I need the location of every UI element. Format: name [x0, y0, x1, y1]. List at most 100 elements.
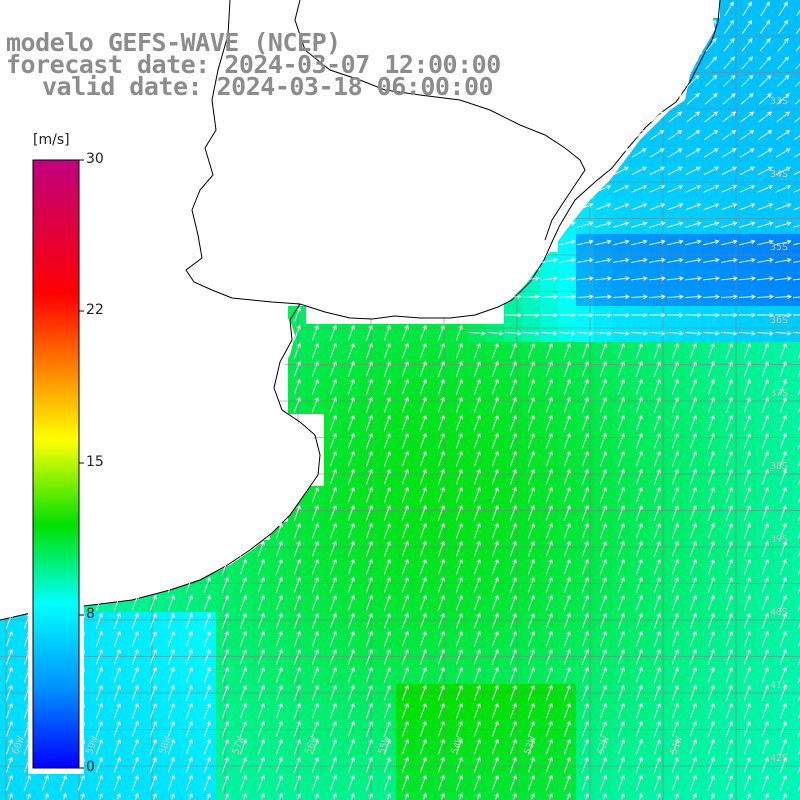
wind-arrow [599, 504, 607, 521]
wind-arrow [329, 378, 337, 395]
wind-arrow [311, 630, 319, 647]
wind-arrow [743, 666, 751, 683]
wind-speed-cell [792, 54, 800, 72]
wind-arrow [674, 792, 679, 800]
wind-arrow [761, 360, 769, 377]
wind-arrow [796, 27, 800, 34]
wind-arrow [558, 312, 576, 318]
wind-arrow [563, 612, 571, 629]
wind-arrow [617, 558, 625, 575]
wind-arrow [203, 756, 211, 773]
wind-arrow [149, 720, 157, 737]
wind-arrow [455, 720, 463, 737]
wind-arrow [720, 330, 738, 336]
wind-arrow [581, 666, 589, 683]
wind-arrow [185, 576, 193, 593]
wind-arrow [684, 330, 702, 336]
wind-arrow [740, 111, 755, 123]
wind-arrow [347, 774, 355, 791]
wind-arrow [113, 666, 121, 683]
wind-arrow [632, 129, 647, 140]
wind-arrow [759, 38, 771, 52]
wind-arrow [739, 203, 756, 211]
wind-arrow [563, 648, 571, 665]
wind-arrow [725, 756, 733, 773]
wind-arrow [779, 360, 787, 377]
wind-arrow [509, 594, 517, 611]
wind-arrow [185, 630, 193, 647]
wind-arrow [761, 414, 769, 431]
wind-arrow [707, 378, 715, 395]
wind-arrow [685, 276, 702, 281]
wind-arrow [203, 684, 211, 701]
wind-arrow [689, 666, 697, 683]
wind-arrow [185, 648, 193, 665]
wind-arrow [635, 594, 643, 611]
wind-arrow [559, 257, 576, 263]
wind-arrow [635, 396, 643, 413]
wind-arrow [668, 93, 682, 105]
wind-arrow [257, 540, 265, 557]
wind-arrow [365, 666, 373, 683]
wind-arrow [541, 257, 558, 263]
wind-arrow [725, 612, 733, 629]
wind-arrow [649, 276, 666, 281]
wind-arrow [545, 666, 553, 683]
wind-arrow [635, 486, 643, 503]
wind-arrow [509, 342, 517, 359]
wind-arrow [776, 74, 790, 87]
wind-arrow [686, 129, 701, 140]
wind-arrow [545, 738, 553, 755]
wind-arrow [559, 239, 576, 246]
wind-arrow [203, 720, 211, 737]
wind-arrow [167, 612, 175, 629]
wind-arrow [455, 612, 463, 629]
wind-arrow [739, 257, 756, 263]
wind-arrow [455, 774, 463, 791]
wind-arrow [365, 342, 373, 359]
wind-arrow [509, 360, 517, 377]
wind-arrow [794, 135, 800, 140]
wind-arrow [563, 666, 571, 683]
wind-arrow [563, 396, 571, 413]
wind-arrow [296, 792, 301, 800]
wind-arrow [656, 792, 661, 800]
wind-speed-cell [792, 468, 800, 486]
wind-arrow [581, 414, 589, 431]
wind-arrow [491, 594, 499, 611]
wind-arrow [275, 558, 283, 575]
wind-arrow [793, 206, 800, 211]
wind-arrow [545, 486, 553, 503]
wind-arrow [779, 630, 787, 647]
wind-arrow [725, 684, 733, 701]
wind-arrow [743, 612, 751, 629]
wind-arrow [649, 148, 665, 158]
wind-arrow [599, 648, 607, 665]
wind-arrow [491, 342, 499, 359]
wind-arrow [527, 360, 535, 377]
wind-arrow [671, 738, 679, 755]
wind-arrow [5, 774, 13, 791]
wind-arrow [685, 257, 702, 263]
wind-arrow [743, 684, 751, 701]
wind-arrow [668, 111, 683, 123]
wind-arrow [383, 342, 391, 359]
wind-arrow [743, 450, 751, 467]
wind-arrow [206, 792, 211, 800]
wind-arrow [527, 720, 535, 737]
wind-arrow [725, 630, 733, 647]
wind-arrow [563, 486, 571, 503]
wind-arrow [455, 630, 463, 647]
wind-arrow [685, 203, 702, 211]
wind-arrow [653, 612, 661, 629]
wind-arrow [275, 576, 283, 593]
wind-arrow [221, 594, 229, 611]
wind-arrow [686, 93, 700, 105]
wind-arrow [383, 648, 391, 665]
wind-arrow [581, 630, 589, 647]
wind-arrow [653, 774, 661, 791]
wind-arrow [383, 324, 391, 341]
wind-arrow [504, 312, 522, 318]
wind-arrow [559, 221, 576, 228]
wind-arrow [635, 468, 643, 485]
